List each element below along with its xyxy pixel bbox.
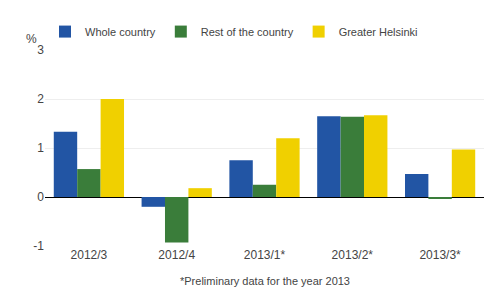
svg-text:3: 3 xyxy=(37,43,44,57)
svg-text:2012/3: 2012/3 xyxy=(71,248,108,262)
svg-text:0: 0 xyxy=(37,190,44,204)
svg-text:2013/1*: 2013/1* xyxy=(244,248,286,262)
svg-text:Whole country: Whole country xyxy=(85,26,156,38)
svg-text:%: % xyxy=(26,32,37,46)
svg-text:-1: -1 xyxy=(33,239,44,253)
svg-text:1: 1 xyxy=(37,141,44,155)
svg-text:2012/4: 2012/4 xyxy=(158,248,195,262)
svg-text:2013/2*: 2013/2* xyxy=(332,248,374,262)
svg-text:Rest of the country: Rest of the country xyxy=(201,26,294,38)
svg-text:2: 2 xyxy=(37,92,44,106)
svg-text:2013/3*: 2013/3* xyxy=(419,248,461,262)
svg-text:Greater Helsinki: Greater Helsinki xyxy=(339,26,418,38)
svg-text:*Preliminary data for the year: *Preliminary data for the year 2013 xyxy=(180,275,350,287)
